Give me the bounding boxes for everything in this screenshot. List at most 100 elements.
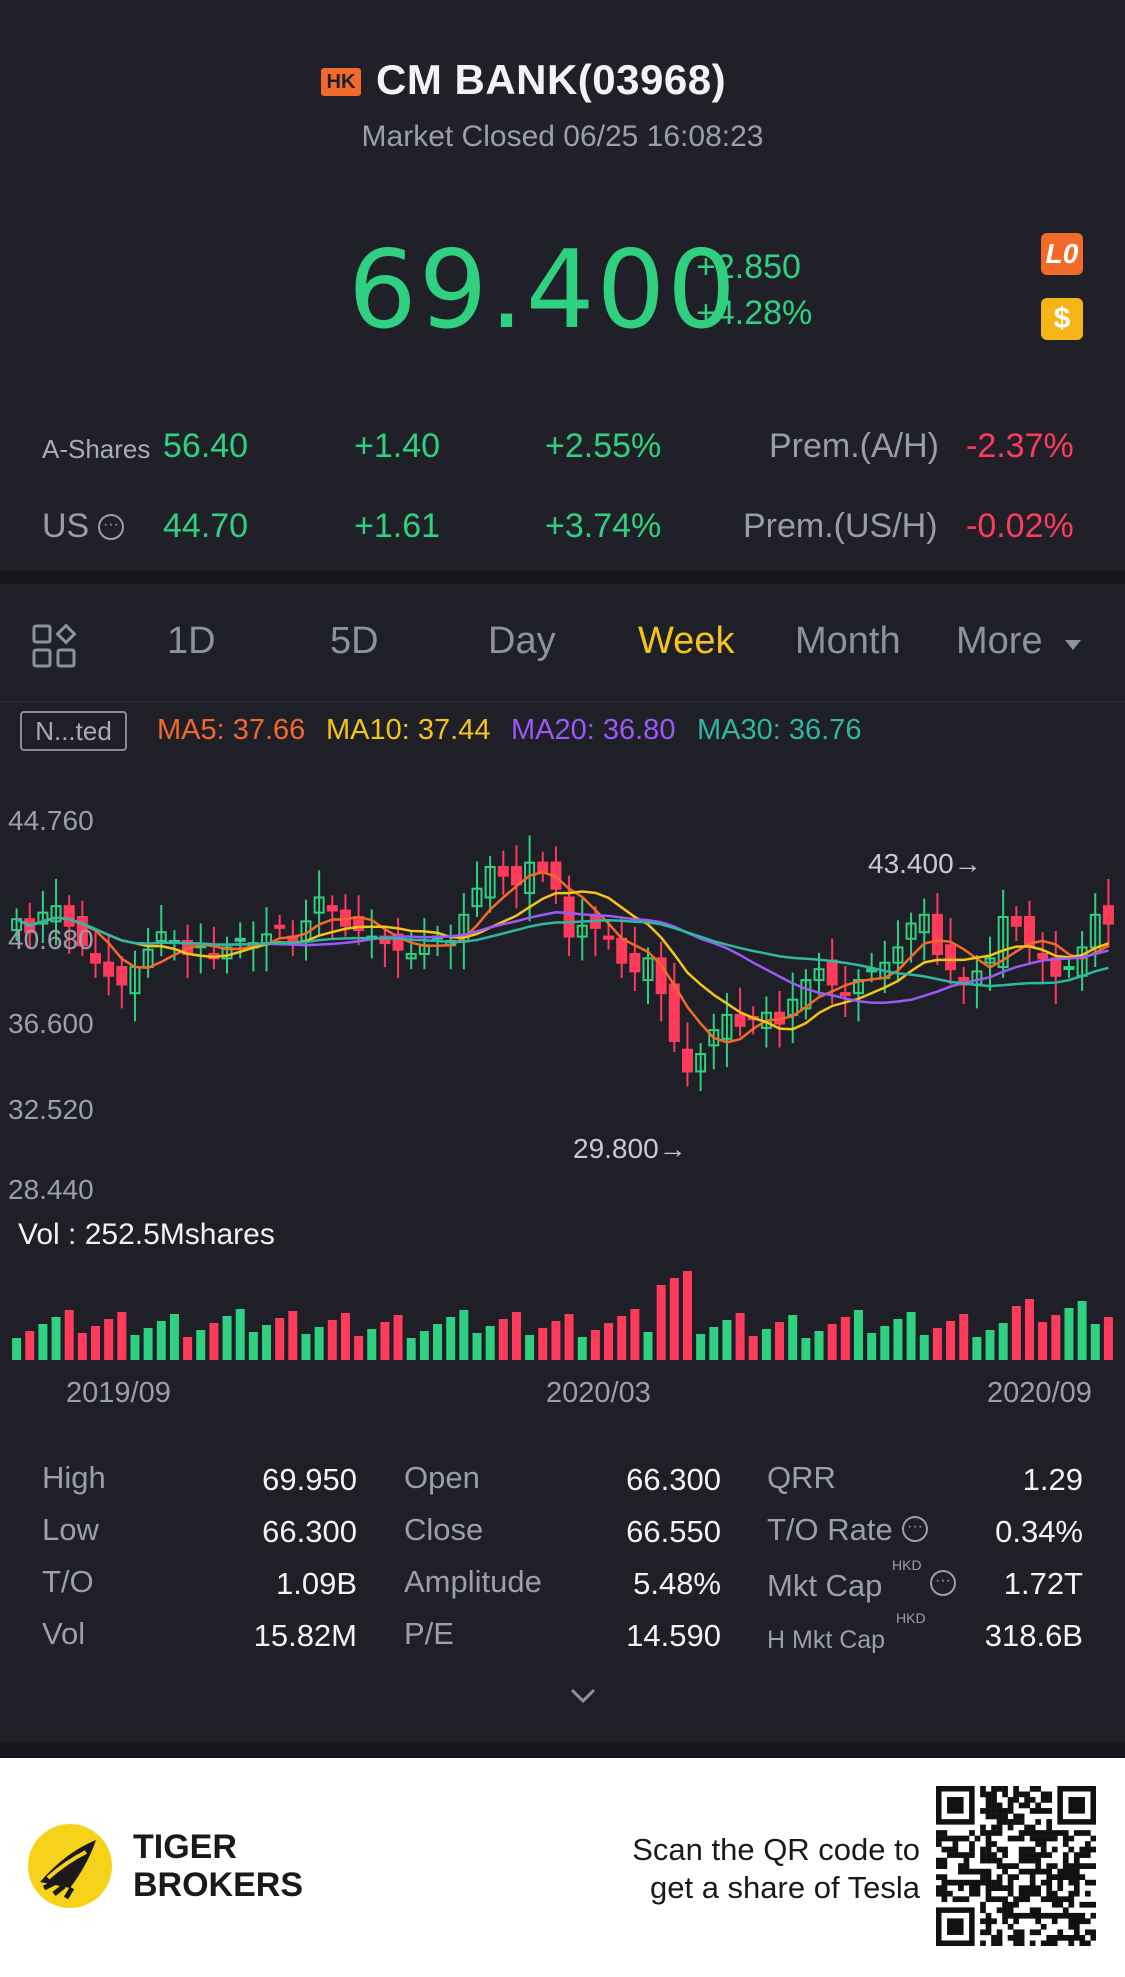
scan-prompt: Scan the QR code to — [632, 1832, 920, 1867]
volume-bar — [853, 1310, 863, 1360]
volume-bar — [485, 1326, 495, 1360]
volume-bar — [340, 1313, 350, 1360]
volume-bar — [932, 1328, 942, 1360]
volume-bar — [248, 1332, 258, 1360]
volume-bar — [301, 1334, 311, 1360]
tab-month[interactable]: Month — [795, 620, 901, 662]
us-change: +1.61 — [354, 507, 441, 545]
candle-body — [984, 957, 996, 964]
volume-bar — [130, 1335, 140, 1360]
volume-bar — [538, 1328, 548, 1360]
y-tick-label: 32.520 — [8, 1094, 94, 1125]
volume-bar — [959, 1314, 969, 1360]
x-date-label: 2020/03 — [546, 1377, 651, 1409]
tab-more[interactable]: More — [956, 620, 1043, 662]
volume-bar — [551, 1321, 561, 1360]
info-icon[interactable]: ··· — [930, 1570, 956, 1596]
tab-week[interactable]: Week — [638, 620, 735, 662]
expand-chevron-icon[interactable] — [569, 1687, 597, 1705]
candle-body — [931, 913, 943, 955]
stat-value-low: 66.300 — [262, 1514, 357, 1549]
candle-body — [326, 905, 338, 912]
dollar-icon[interactable]: $ — [1041, 298, 1083, 340]
candle-body — [563, 896, 575, 938]
stat-label-to: T/O — [42, 1564, 94, 1599]
qr-code-icon[interactable] — [936, 1786, 1096, 1946]
volume-bar — [735, 1313, 745, 1360]
us-pct: +3.74% — [545, 507, 662, 545]
x-date-label: 2020/09 — [987, 1377, 1092, 1409]
candle-body — [76, 916, 88, 947]
volume-bar — [1038, 1322, 1048, 1360]
volume-bar — [354, 1336, 364, 1360]
candlestick-chart[interactable] — [0, 760, 1125, 1400]
ma5-value: MA5: 37.66 — [157, 714, 306, 746]
volume-bar — [143, 1328, 153, 1360]
info-icon[interactable]: ··· — [98, 514, 124, 540]
candle-body — [839, 992, 851, 997]
volume-bar — [761, 1329, 771, 1360]
candle-body — [63, 905, 75, 927]
candle-body — [655, 957, 667, 995]
tab-5d[interactable]: 5D — [330, 620, 379, 662]
stock-title: CM BANK(03968) — [376, 56, 727, 103]
volume-bar — [433, 1324, 443, 1360]
ma30-line — [16, 916, 1109, 988]
price-change-pct: +4.28% — [696, 294, 813, 332]
a-shares-price: 56.40 — [163, 427, 249, 465]
candle-body — [708, 1029, 720, 1047]
tab-1d[interactable]: 1D — [167, 620, 216, 662]
volume-bar — [367, 1329, 377, 1360]
volume-bar — [867, 1333, 877, 1360]
candle-body — [813, 968, 825, 982]
candle-body — [1063, 966, 1075, 971]
candle-body — [616, 937, 628, 964]
a-h-premium: -2.37% — [966, 427, 1074, 465]
volume-bar — [472, 1333, 482, 1360]
ma10-value: MA10: 37.44 — [326, 714, 491, 746]
stat-value-amplitude: 5.48% — [633, 1566, 721, 1601]
candle-body — [642, 957, 654, 982]
volume-bar — [222, 1316, 232, 1360]
volume-bar — [880, 1326, 890, 1360]
volume-bar — [1011, 1306, 1021, 1360]
layout-grid-icon[interactable] — [32, 624, 76, 668]
volume-bar — [525, 1335, 535, 1360]
volume-bar — [946, 1321, 956, 1360]
volume-bar — [104, 1319, 114, 1360]
volume-bar — [235, 1309, 245, 1360]
volume-bar — [183, 1337, 193, 1360]
candle-body — [695, 1053, 707, 1073]
volume-bar — [275, 1318, 285, 1360]
stat-label-qrr: QRR — [767, 1460, 836, 1495]
volume-bar — [564, 1314, 574, 1360]
us-price: 44.70 — [163, 507, 249, 545]
volume-bar — [985, 1330, 995, 1360]
volume-bar — [262, 1325, 272, 1360]
volume-bar — [643, 1332, 653, 1360]
volume-bar — [38, 1324, 48, 1360]
candle-body — [37, 911, 49, 925]
ma20-line — [16, 910, 1109, 1004]
info-icon[interactable]: ··· — [902, 1516, 928, 1542]
last-price: 69.400 — [348, 228, 738, 353]
volume-bar — [840, 1317, 850, 1360]
volume-bar — [91, 1326, 101, 1360]
volume-bar — [51, 1317, 61, 1360]
adjustment-toggle[interactable]: N...ted — [20, 711, 127, 751]
candle-body — [471, 887, 483, 908]
candle-body — [103, 961, 115, 977]
volume-bar — [1090, 1324, 1100, 1360]
candle-body — [826, 959, 838, 986]
volume-bar — [406, 1338, 416, 1360]
candle-body — [918, 913, 930, 934]
candle-body — [234, 937, 246, 942]
volume-bar — [327, 1320, 337, 1360]
stat-label-open: Open — [404, 1460, 480, 1495]
chevron-down-icon[interactable] — [1064, 638, 1082, 652]
volume-bar — [604, 1323, 614, 1360]
tab-day[interactable]: Day — [488, 620, 556, 662]
x-date-label: 2019/09 — [66, 1377, 171, 1409]
candle-body — [1023, 916, 1035, 947]
level-badge[interactable]: L0 — [1041, 233, 1083, 275]
